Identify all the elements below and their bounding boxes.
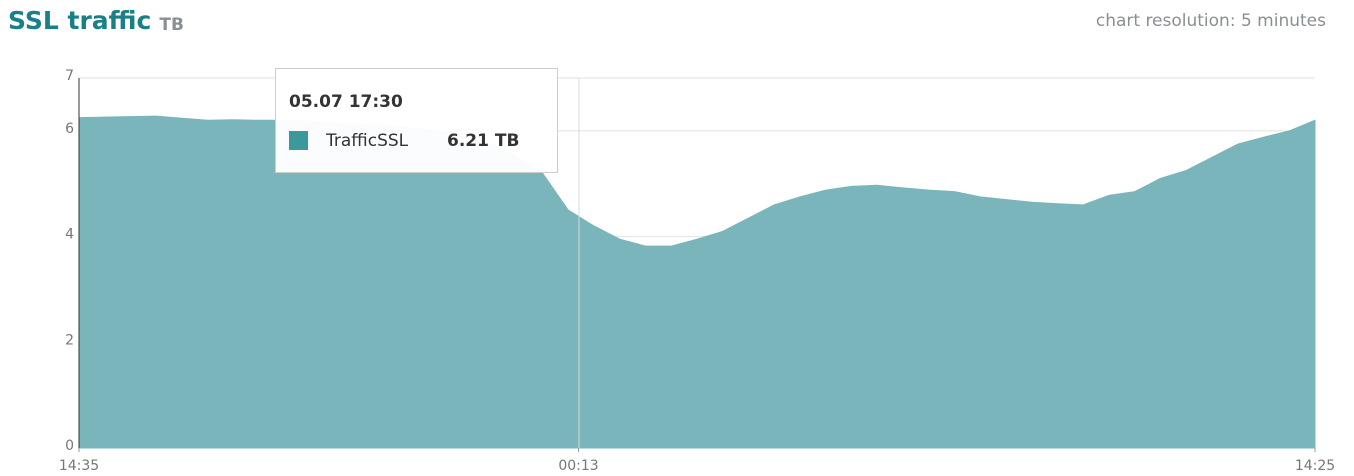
tooltip-series: TrafficSSL [325, 131, 409, 151]
tooltip-swatch [289, 131, 308, 150]
y-tick-label: 2 [65, 332, 74, 348]
area [78, 115, 1316, 449]
plot: 0 2 4 6 7 14:35 00:13 14:25 [59, 68, 1335, 474]
y-tick-label: 4 [65, 227, 74, 243]
tooltip: 05.07 17:30 TrafficSSL 6.21 TB [275, 68, 558, 173]
subtitle: chart resolution: 5 minutes [1096, 11, 1326, 31]
unit: TB [159, 15, 184, 35]
tooltip-title: 05.07 17:30 [289, 92, 403, 112]
x-tick-label: 14:25 [1295, 458, 1335, 474]
x-tick-label: 00:13 [558, 458, 598, 474]
y-tick-label: 6 [65, 121, 74, 137]
x-tick-label: 14:35 [59, 458, 99, 474]
y-tick-label: 0 [65, 438, 74, 454]
chart-title: SSL traffic [8, 6, 151, 35]
y-tick-label: 7 [65, 68, 74, 84]
tooltip-box [275, 68, 558, 173]
tooltip-value: 6.21 TB [447, 131, 519, 151]
